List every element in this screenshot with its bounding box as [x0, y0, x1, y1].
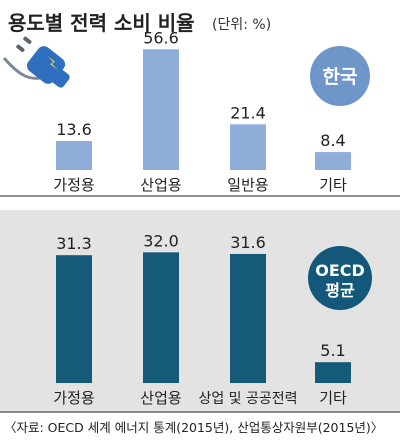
- unit-label: (단위: %): [212, 17, 271, 33]
- category-label-0-2: 일반용: [227, 176, 268, 194]
- category-label-1-1: 산업용: [140, 389, 181, 407]
- badge-korea-label: 한국: [323, 66, 358, 88]
- badge-oecd-label-1: OECD: [315, 261, 365, 280]
- category-label-0-1: 산업용: [140, 176, 181, 194]
- chart-title: 용도별 전력 소비 비율: [8, 11, 195, 35]
- value-label-1-1: 32.0: [143, 231, 179, 250]
- bar-0-0: [56, 140, 92, 170]
- value-label-0-2: 21.4: [230, 103, 266, 122]
- badge-oecd-label-2: 평균: [325, 281, 355, 300]
- bar-1-0: [56, 255, 92, 383]
- category-label-0-3: 기타: [319, 176, 347, 194]
- category-label-1-2: 상업 및 공공전력: [198, 391, 297, 407]
- value-label-1-2: 31.6: [230, 233, 266, 252]
- source-note: 〈자료: OECD 세계 에너지 통계(2015년), 산업통상자원부(2015…: [4, 420, 383, 435]
- value-label-0-0: 13.6: [56, 120, 92, 139]
- value-label-1-3: 5.1: [320, 341, 345, 360]
- badge-oecd: OECD 평균: [308, 246, 372, 310]
- category-label-1-0: 가정용: [53, 389, 94, 407]
- category-label-0-0: 가정용: [53, 176, 94, 194]
- bar-0-3: [315, 152, 351, 170]
- bar-1-2: [230, 253, 266, 383]
- bar-1-3: [315, 362, 351, 383]
- value-label-1-0: 31.3: [56, 234, 92, 253]
- value-label-0-3: 8.4: [320, 131, 345, 150]
- value-label-0-1: 56.6: [143, 28, 179, 47]
- bar-0-2: [230, 124, 266, 170]
- bar-1-1: [143, 252, 179, 383]
- category-label-1-3: 기타: [319, 389, 347, 407]
- bar-0-1: [143, 49, 179, 170]
- power-plug-icon: [2, 36, 70, 88]
- badge-korea: 한국: [310, 46, 370, 106]
